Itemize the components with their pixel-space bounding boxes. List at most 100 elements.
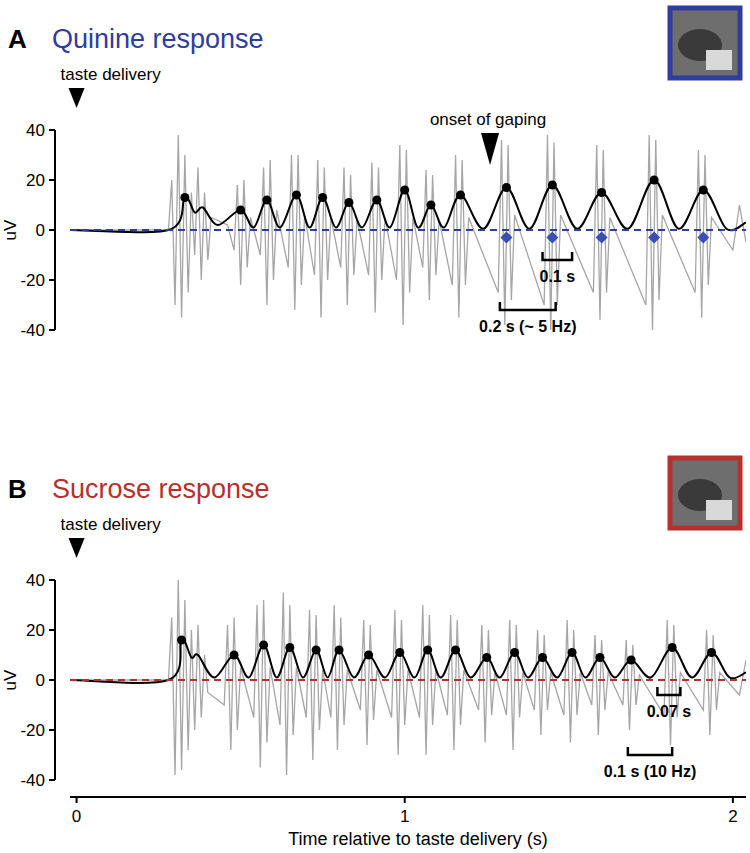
interval-bracket: [543, 252, 573, 260]
y-tick-label: 20: [26, 171, 45, 190]
plot-area: [70, 580, 746, 775]
photo-frame: [670, 8, 740, 78]
y-axis-label: uV: [1, 219, 20, 240]
x-tick-label: 1: [400, 807, 409, 826]
peak-marker: [364, 651, 373, 660]
interval-bracket: [628, 747, 672, 755]
peak-marker: [699, 186, 708, 195]
peak-marker: [318, 193, 327, 202]
peak-marker: [482, 653, 491, 662]
peak-marker: [395, 648, 404, 657]
bracket-label: 0.1 s (10 Hz): [604, 763, 696, 780]
gape-marker: [648, 232, 660, 244]
y-tick: [49, 279, 55, 281]
peak-marker: [372, 196, 381, 205]
peak-marker: [597, 188, 606, 197]
peak-marker: [259, 641, 268, 650]
peak-marker: [502, 183, 511, 192]
interval-bracket: [500, 302, 556, 310]
y-tick-label: 40: [26, 571, 45, 590]
y-tick-label: -40: [20, 321, 45, 340]
figure: AQuinine response-40-2002040uVtaste deli…: [0, 0, 750, 853]
x-tick-label: 0: [72, 807, 81, 826]
annotation: taste delivery: [61, 515, 162, 534]
y-tick: [49, 579, 55, 581]
event-arrow: [481, 133, 499, 165]
bracket-label: 0.2 s (~ 5 Hz): [479, 318, 576, 335]
gape-marker: [596, 232, 608, 244]
peak-marker: [707, 648, 716, 657]
peak-marker: [236, 206, 245, 215]
y-tick: [49, 229, 55, 231]
x-tick: [404, 797, 406, 803]
baseline: [70, 229, 746, 231]
peak-marker: [312, 646, 321, 655]
peak-marker: [456, 191, 465, 200]
y-tick: [49, 629, 55, 631]
y-tick: [49, 779, 55, 781]
x-axis: [70, 796, 746, 798]
bracket-label: 0.1 s: [540, 268, 576, 285]
peak-marker: [668, 643, 677, 652]
y-tick-label: 0: [36, 221, 45, 240]
peak-marker: [650, 176, 659, 185]
title: Quinine response: [52, 24, 264, 54]
annotation: taste delivery: [61, 65, 162, 84]
panel-label: B: [8, 474, 27, 504]
y-tick-label: -20: [20, 271, 45, 290]
peak-marker: [400, 186, 409, 195]
x-axis-label: Time relative to taste delivery (s): [288, 829, 547, 849]
event-arrow: [69, 538, 85, 558]
y-tick-label: -20: [20, 721, 45, 740]
peak-marker: [568, 648, 577, 657]
y-tick: [49, 329, 55, 331]
event-arrow: [69, 88, 85, 108]
gape-marker: [546, 232, 558, 244]
title: Sucrose response: [52, 474, 270, 504]
peak-marker: [627, 656, 636, 665]
gape-marker: [500, 232, 512, 244]
peak-marker: [344, 198, 353, 207]
panel: A Quinine response -40 -20 0 20 40 uV taste deli…: [1, 8, 746, 340]
peak-marker: [262, 196, 271, 205]
baseline: [70, 679, 746, 681]
panel-label: A: [8, 24, 27, 54]
photo-content: [706, 50, 732, 70]
peak-marker: [595, 653, 604, 662]
x-tick: [732, 797, 734, 803]
peak-marker: [426, 201, 435, 210]
peak-marker: [177, 636, 186, 645]
x-tick-label: 2: [728, 807, 737, 826]
peak-marker: [180, 193, 189, 202]
raw-emg: [70, 580, 746, 775]
photo-frame: [670, 458, 740, 528]
raw-emg: [70, 135, 746, 330]
envelope: [70, 180, 746, 232]
annotation: onset of gaping: [430, 110, 546, 129]
peak-marker: [335, 646, 344, 655]
peak-marker: [538, 653, 547, 662]
interval-bracket: [657, 687, 680, 695]
y-tick-label: 20: [26, 621, 45, 640]
gape-marker: [697, 232, 709, 244]
panel: B Sucrose response -40 -20 0 20 40 uV 0 1 2 Time re…: [1, 458, 746, 849]
peak-marker: [285, 643, 294, 652]
y-tick: [49, 729, 55, 731]
y-tick: [49, 129, 55, 131]
peak-marker: [451, 646, 460, 655]
bracket-label: 0.07 s: [647, 703, 692, 720]
y-tick-label: 0: [36, 671, 45, 690]
photo-content: [706, 500, 732, 520]
y-axis-label: uV: [1, 669, 20, 690]
x-tick: [76, 797, 78, 803]
peak-marker: [510, 648, 519, 657]
peak-marker: [548, 181, 557, 190]
peak-marker: [292, 191, 301, 200]
y-tick-label: 40: [26, 121, 45, 140]
peak-marker: [230, 651, 239, 660]
plot-area: [70, 135, 746, 330]
y-tick: [49, 679, 55, 681]
y-tick-label: -40: [20, 771, 45, 790]
envelope: [70, 640, 746, 683]
y-tick: [49, 179, 55, 181]
